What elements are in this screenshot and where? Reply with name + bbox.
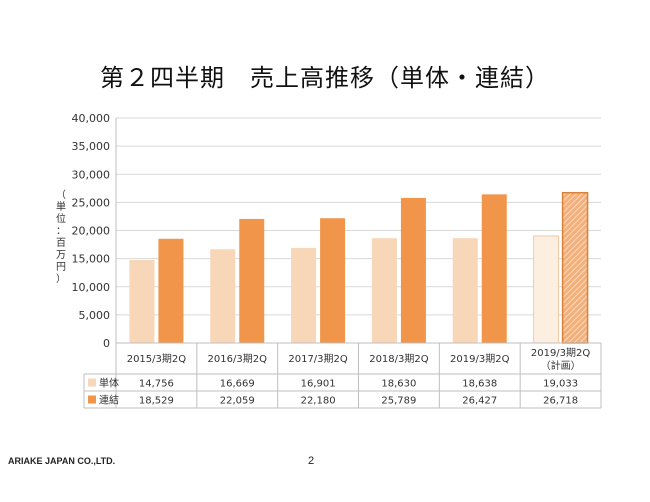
x-tick-label: 2018/3期2Q <box>369 353 429 365</box>
data-label-tandoku: 16,669 <box>220 379 255 390</box>
bar-renketsu <box>400 197 426 343</box>
legend-swatch-renketsu <box>88 395 96 404</box>
data-label-tandoku: 18,630 <box>381 379 416 390</box>
bar-renketsu <box>158 238 184 343</box>
bar-renketsu <box>481 194 507 343</box>
y-axis-label: （単位：百万円） <box>56 190 66 285</box>
y-tick-label: 25,000 <box>72 196 111 209</box>
y-tick-label: 10,000 <box>72 281 111 294</box>
y-tick-label: 15,000 <box>72 253 111 266</box>
bar-tandoku <box>452 238 478 343</box>
data-label-renketsu: 22,059 <box>220 396 255 407</box>
bar-renketsu-plan <box>561 191 589 344</box>
data-label-tandoku: 14,756 <box>139 379 174 390</box>
legend-swatch-tandoku <box>88 378 96 387</box>
bar-renketsu <box>320 218 346 343</box>
bar-renketsu <box>239 218 265 343</box>
data-label-tandoku: 16,901 <box>301 379 336 390</box>
data-label-renketsu: 18,529 <box>139 396 174 407</box>
page-number: 2 <box>308 455 315 467</box>
x-tick-label: 2019/3期2Q <box>450 353 510 365</box>
data-label-tandoku: 18,638 <box>462 379 497 390</box>
x-tick-label: 2015/3期2Q <box>127 353 187 365</box>
bar-tandoku <box>129 259 155 343</box>
legend-label-tandoku: 単体 <box>99 377 119 390</box>
y-tick-label: 40,000 <box>72 112 111 125</box>
y-tick-label: 20,000 <box>72 225 111 238</box>
bar-tandoku <box>210 249 236 343</box>
x-tick-label: 2017/3期2Q <box>288 353 348 365</box>
legend-label-renketsu: 連結 <box>99 394 119 407</box>
x-tick-label: 2016/3期2Q <box>208 353 268 365</box>
data-label-renketsu: 22,180 <box>301 396 336 407</box>
y-tick-label: 30,000 <box>72 168 111 181</box>
data-label-tandoku: 19,033 <box>543 379 578 390</box>
company-name: ARIAKE JAPAN CO.,LTD. <box>8 456 116 466</box>
y-tick-label: 0 <box>103 337 110 350</box>
bar-tandoku-plan <box>533 235 560 344</box>
y-tick-label: 5,000 <box>79 309 111 322</box>
bar-tandoku <box>371 238 397 343</box>
data-label-renketsu: 26,427 <box>462 396 497 407</box>
bar-tandoku <box>291 247 317 343</box>
data-label-renketsu: 25,789 <box>381 396 416 407</box>
y-tick-label: 35,000 <box>72 140 111 153</box>
x-tick-note: （計画） <box>541 359 581 372</box>
x-tick-label: 2019/3期2Q <box>531 347 591 359</box>
slide-title: 第２四半期 売上高推移（単体・連結） <box>100 64 550 92</box>
data-label-renketsu: 26,718 <box>543 396 578 407</box>
